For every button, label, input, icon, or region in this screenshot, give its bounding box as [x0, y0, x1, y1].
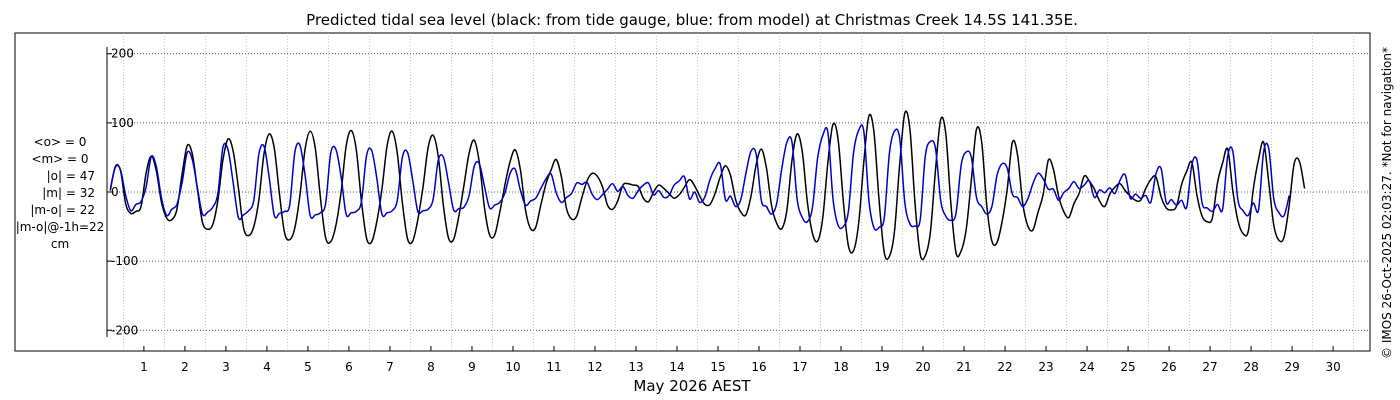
x-axis: 1 2 3 4 5 6 7 8 9 10 11 12 13 14 15 16 17 18 19 20 21 22 23 24 2… [140, 346, 1341, 374]
x-tick-label: 4 [263, 360, 271, 374]
x-tick-label: 1 [140, 360, 148, 374]
stat-line: <o> = 0 [34, 135, 87, 149]
y-tick-label: 200 [111, 47, 134, 61]
x-tick-label: 26 [1161, 360, 1176, 374]
series-line-tide-gauge [109, 110, 1306, 261]
x-tick-label: 23 [1038, 360, 1053, 374]
stat-line: <m> = 0 [31, 152, 88, 166]
y-tick-label: -100 [111, 254, 138, 268]
x-tick-label: 6 [345, 360, 353, 374]
x-tick-label: 14 [669, 360, 684, 374]
plot-frame [14, 32, 1371, 352]
grid-lines [107, 33, 1370, 351]
x-tick-label: 7 [386, 360, 394, 374]
x-axis-label: May 2026 AEST [633, 377, 751, 395]
stat-line: |m-o|@-1h=22 [16, 220, 105, 234]
y-tick-label: 100 [111, 116, 134, 130]
x-tick-label: 21 [956, 360, 971, 374]
x-tick-label: 13 [628, 360, 643, 374]
x-tick-label: 16 [751, 360, 766, 374]
y-axis: -200 -100 0 100 200 [106, 47, 138, 337]
stats-box: <o> = 0 <m> = 0 |o| = 47 |m| = 32 |m-o| = 22… [16, 135, 105, 251]
x-tick-label: 10 [505, 360, 520, 374]
x-tick-label: 18 [833, 360, 848, 374]
y-tick-label: 0 [111, 185, 119, 199]
x-tick-label: 15 [710, 360, 725, 374]
stat-line: |o| = 47 [47, 169, 95, 183]
x-tick-label: 2 [181, 360, 189, 374]
stat-line: |m-o| = 22 [30, 203, 95, 217]
x-tick-label: 3 [222, 360, 230, 374]
x-tick-label: 12 [587, 360, 602, 374]
stat-line: |m| = 32 [42, 186, 95, 200]
x-tick-label: 30 [1325, 360, 1340, 374]
x-tick-label: 28 [1243, 360, 1258, 374]
stat-line: cm [51, 237, 69, 251]
x-tick-label: 19 [874, 360, 889, 374]
chart-title: Predicted tidal sea level (black: from t… [306, 11, 1078, 29]
x-tick-label: 22 [997, 360, 1012, 374]
copyright-note: © IMOS 26-Oct-2025 02:03:27. *Not for na… [1380, 47, 1394, 359]
series-line-model [109, 124, 1290, 231]
x-tick-label: 27 [1202, 360, 1217, 374]
x-tick-label: 20 [915, 360, 930, 374]
x-tick-label: 9 [468, 360, 476, 374]
x-tick-label: 11 [546, 360, 561, 374]
x-tick-label: 29 [1284, 360, 1299, 374]
y-tick-label: -200 [111, 323, 138, 337]
x-tick-label: 24 [1079, 360, 1094, 374]
x-tick-label: 25 [1120, 360, 1135, 374]
x-tick-label: 8 [427, 360, 435, 374]
series-group [109, 110, 1306, 261]
x-tick-label: 5 [304, 360, 312, 374]
x-tick-label: 17 [792, 360, 807, 374]
